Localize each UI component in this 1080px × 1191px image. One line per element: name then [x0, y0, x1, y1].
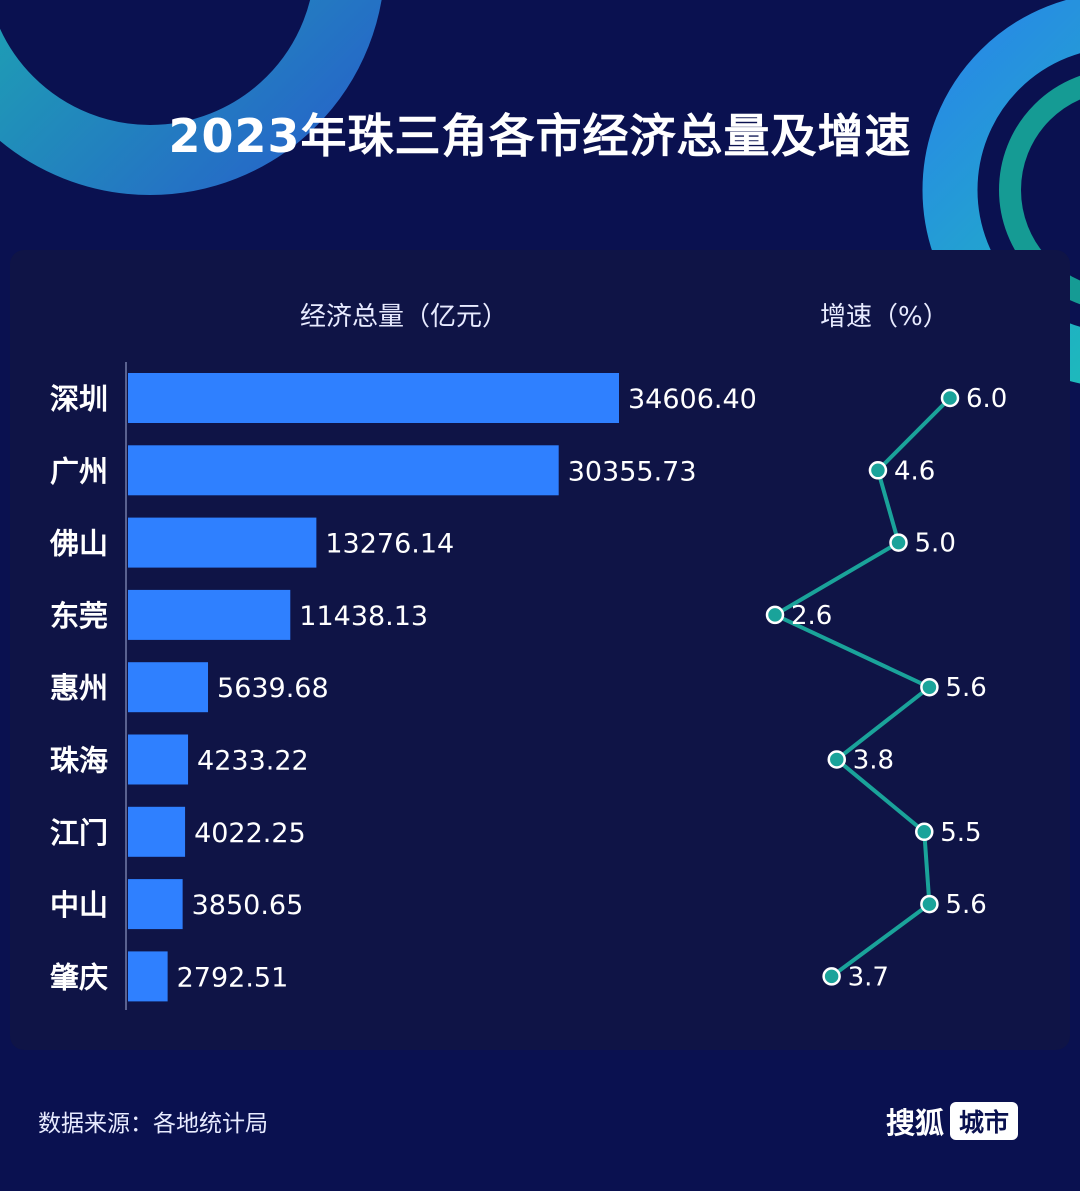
growth-value-label: 5.6 [945, 890, 986, 920]
gdp-bar [128, 879, 183, 930]
growth-point [827, 750, 847, 769]
growth-value-label: 5.6 [945, 673, 986, 703]
growth-point [920, 677, 939, 697]
data-source-note: 数据来源：各地统计局 [38, 1111, 268, 1137]
growth-value-label: 5.0 [915, 529, 956, 559]
gdp-bar [128, 734, 189, 785]
growth-value-label: 6.0 [966, 384, 1007, 414]
gdp-value-label: 34606.40 [628, 384, 757, 415]
gdp-value-label: 11438.13 [299, 601, 428, 632]
gdp-value-label: 4022.25 [194, 818, 306, 849]
brand-tag: 城市 [950, 1102, 1019, 1140]
gdp-bar [128, 806, 186, 857]
gdp-value-label: 5639.68 [217, 673, 329, 704]
growth-point [920, 894, 939, 914]
gdp-bar [128, 517, 317, 568]
brand-name: 搜狐 [886, 1106, 945, 1140]
growth-point [889, 533, 908, 552]
gdp-value-label: 3850.65 [192, 890, 304, 921]
growth-value-label: 4.6 [894, 456, 935, 486]
gdp-bar [128, 445, 559, 496]
gdp-bar [128, 589, 291, 640]
brand-logo: 搜狐 城市 [886, 1100, 1019, 1142]
gdp-value-label: 4233.22 [197, 746, 309, 777]
growth-value-label: 3.7 [848, 962, 889, 992]
city-label: 广州 [50, 454, 108, 488]
growth-point [915, 822, 934, 842]
gdp-value-label: 13276.14 [325, 529, 454, 560]
growth-point [940, 388, 960, 408]
city-label: 深圳 [50, 382, 108, 416]
city-label: 惠州 [50, 671, 108, 705]
gdp-value-label: 2792.51 [177, 962, 289, 993]
growth-point [765, 605, 785, 625]
city-label: 中山 [50, 888, 108, 922]
chart-title: 2023年珠三角各市经济总量及增速 [168, 109, 912, 163]
growth-value-label: 3.8 [853, 746, 894, 776]
gdp-bar [128, 373, 619, 423]
growth-value-label: 5.5 [940, 818, 981, 848]
city-label: 珠海 [50, 744, 108, 778]
growth-value-label: 2.6 [791, 601, 832, 631]
growth-column-header: 增速（%） [820, 302, 949, 332]
gdp-value-label: 30355.73 [568, 456, 697, 487]
city-label: 东莞 [50, 599, 108, 633]
growth-point [868, 461, 888, 480]
gdp-bar [128, 662, 209, 713]
city-label: 佛山 [49, 527, 108, 561]
gdp-bar [128, 951, 168, 1002]
city-label: 肇庆 [50, 960, 108, 994]
city-label: 江门 [50, 816, 108, 850]
growth-point [822, 967, 841, 986]
gdp-column-header: 经济总量（亿元） [300, 302, 509, 332]
